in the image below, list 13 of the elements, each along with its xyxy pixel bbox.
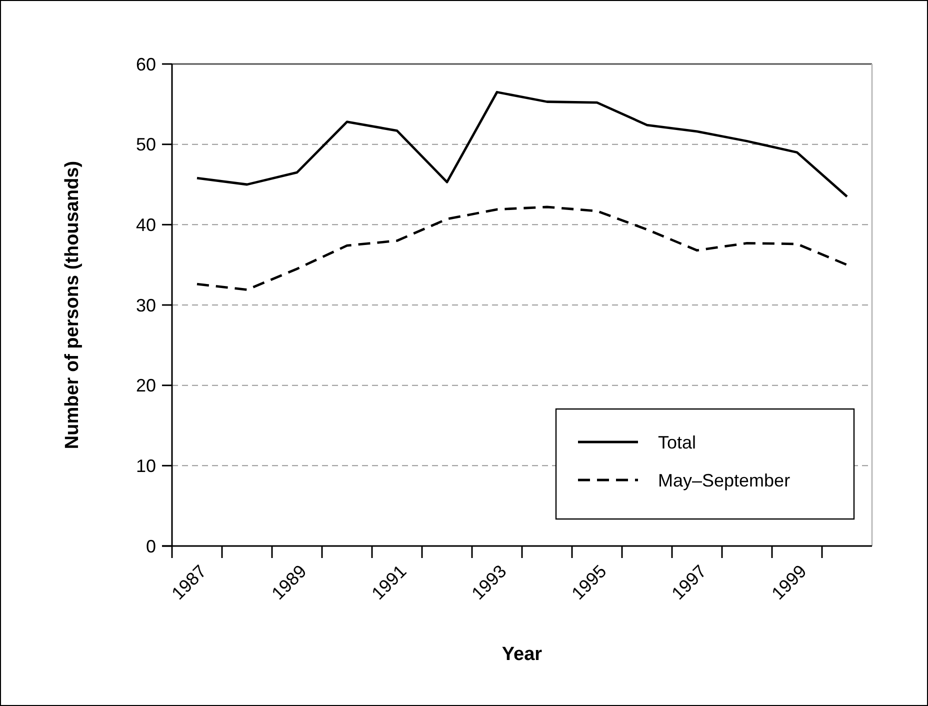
y-tick-label: 10 (136, 456, 156, 476)
legend-label: May–September (658, 470, 790, 490)
y-tick-label: 50 (136, 134, 156, 155)
y-tick-label: 40 (136, 214, 156, 235)
line-series (196, 90, 848, 198)
x-axis-title: Year (502, 644, 543, 665)
y-tick-label: 30 (136, 295, 156, 316)
line-series (196, 206, 848, 291)
legend-label: Total (658, 432, 696, 452)
y-tick-label: 0 (146, 536, 156, 556)
y-tick-label: 20 (136, 376, 156, 396)
y-axis-title: Number of persons (thousands) (62, 160, 83, 450)
y-tick-label: 60 (136, 54, 156, 74)
